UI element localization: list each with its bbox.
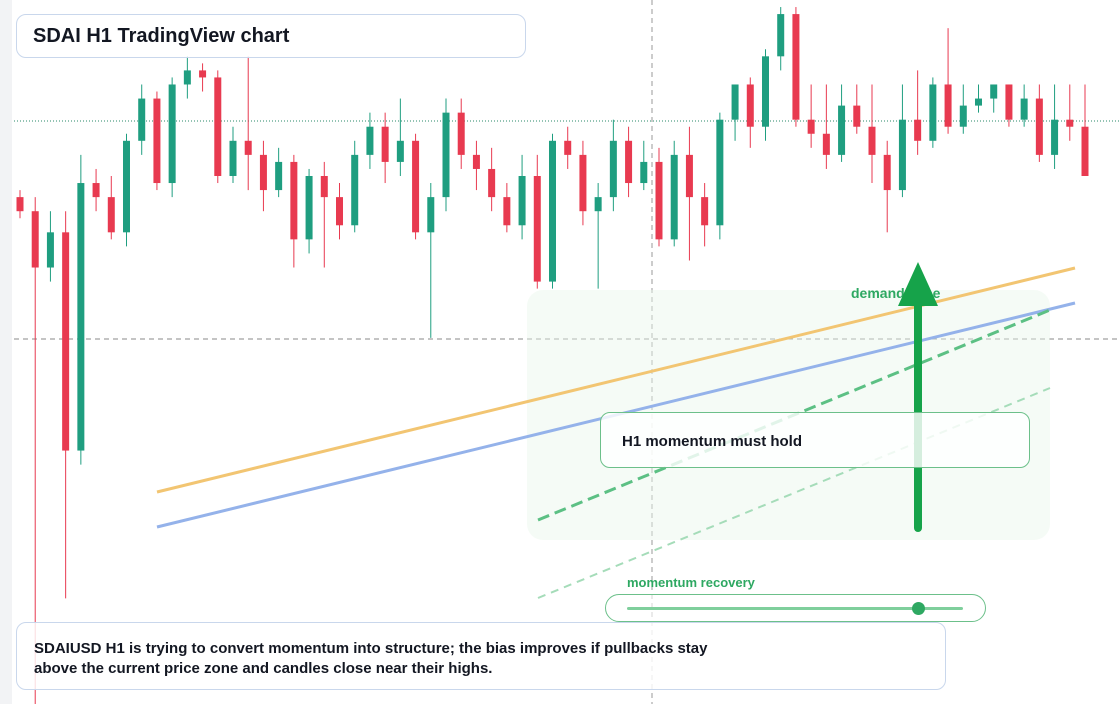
candle-body [594,197,602,212]
candle-body [564,140,572,155]
candle-body [168,84,176,184]
candle-body [472,154,480,169]
candle-body [503,197,511,226]
candle-body [123,140,130,233]
candle-body [275,161,283,191]
candle-body [959,105,967,127]
caption-box: SDAIUSD H1 is trying to convert momentum… [16,622,946,690]
candle-body [351,154,359,226]
candle-body [640,161,648,184]
candle-body [701,197,709,226]
side-strip [0,0,12,704]
candle-body [320,176,328,198]
candle-body [838,105,846,155]
candle-body [929,84,937,141]
candle-body [944,84,952,127]
candle-body [777,14,785,57]
candle-body [975,98,982,106]
candle-body [412,140,420,233]
candle-body [62,232,70,451]
candle-body [199,70,207,78]
candle-body [457,112,465,155]
candle-body [990,84,998,99]
candle-body [396,140,404,162]
candle-body [16,197,24,212]
candle-body [609,140,617,198]
candle-body [883,154,891,191]
candle-body [259,154,267,191]
candle-body [290,161,298,240]
candle-body [427,197,435,233]
candle-body [153,98,161,184]
arrow-head [898,262,938,306]
candle-body [762,56,769,127]
candle-body [31,211,39,268]
candle-body [655,161,663,240]
candle-body [853,105,861,127]
candle-body [685,154,693,198]
candle-body [229,140,237,176]
candle-body [898,119,906,191]
candle-body [914,119,922,141]
candle-body [305,176,313,240]
candle-body [807,119,815,134]
title-box: SDAI H1 TradingView chart [16,14,526,58]
candle-body [1051,119,1059,155]
recovery-label: momentum recovery [627,575,755,590]
title: SDAI H1 TradingView chart [33,25,290,47]
candle-body [77,183,85,451]
candle-body [625,140,633,184]
caption-line: above the current price zone and candles… [34,660,493,677]
candle-body [244,140,252,155]
slider-knob [912,602,925,615]
candle-body [746,84,754,127]
hold-label: H1 momentum must hold [622,433,803,450]
candle-body [822,133,830,155]
hold-box: H1 momentum must hold [600,412,1030,468]
candle-body [1020,98,1028,120]
candle-body [868,126,876,155]
candle-body [1066,119,1074,127]
candles [16,7,1089,704]
candle-body [716,119,724,226]
candle-body [1035,98,1043,155]
candle-body [46,232,54,268]
candle-body [138,98,146,141]
candle-body [488,168,496,198]
candle-body [381,126,389,162]
candle-body [518,176,526,226]
candle-body [442,112,450,198]
candle-body [183,70,191,85]
candle-body [1081,126,1089,176]
candle-body [549,140,556,282]
candle-body [533,176,541,282]
candle-body [731,84,739,120]
candle-body [366,126,374,155]
recovery-box [605,594,986,622]
slider-track [627,607,963,610]
candle-body [214,77,222,176]
candle-body [1005,84,1013,120]
candle-body [670,154,678,240]
caption-line: SDAIUSD H1 is trying to convert momentum… [34,640,708,657]
candle-body [107,197,115,233]
candle-body [92,183,100,198]
candle-body [336,197,343,226]
candle-body [792,14,800,120]
candle-body [579,154,587,212]
